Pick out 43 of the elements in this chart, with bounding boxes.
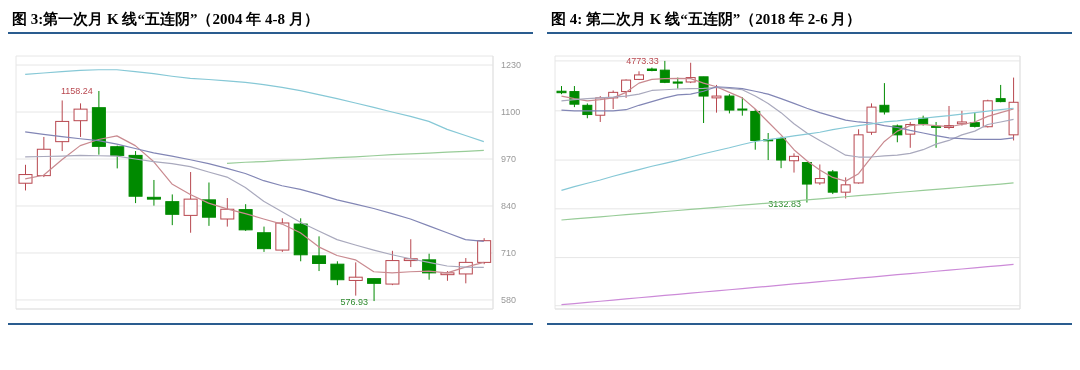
candlestick [711,84,722,114]
candlestick [724,93,735,114]
candlestick [165,193,180,226]
candlestick [73,102,88,138]
line-series [24,69,485,143]
candlestick [789,152,799,174]
candlestick [238,203,253,232]
candlestick [814,163,825,186]
y-tick-label: 1100 [501,107,521,118]
candlestick [737,96,748,117]
annotation: 3132.83 [768,198,801,209]
candlestick [827,169,838,195]
candlestick [55,99,70,152]
candlestick [621,78,632,99]
y-tick-label: 840 [501,201,517,212]
annotation: 1158.24 [61,85,93,96]
candlestick [931,121,942,149]
candlestick [776,136,787,169]
candlestick [201,182,216,227]
y-tick-label: 1230 [501,60,522,71]
y-tick-label: 580 [501,295,517,306]
candlestick [956,110,967,127]
candlestick [367,278,382,302]
candlestick [330,260,345,286]
y-tick-label: 710 [501,248,517,259]
y-tick-label: 970 [501,154,517,165]
candlestick [312,235,327,272]
candlestick [879,82,890,116]
line-series [226,149,485,164]
candlestick [348,261,363,297]
candlestick [801,162,812,204]
candlestick [18,164,33,191]
candlestick [146,179,161,207]
candlestick [840,176,851,199]
candlestick [257,226,271,253]
candlestick [477,237,492,265]
chart-title: 图 3:第一次月 K 线“五连阴”（2004 年 4-8 月） [8,8,533,34]
annotation: 4773.33 [626,55,659,66]
annotation: 576.93 [340,297,369,308]
candlestick [220,197,235,228]
candlestick [385,250,400,286]
chart-title: 图 4: 第二次月 K 线“五连阴”（2018 年 2-6 月） [547,8,1072,34]
candlestick [183,171,198,234]
